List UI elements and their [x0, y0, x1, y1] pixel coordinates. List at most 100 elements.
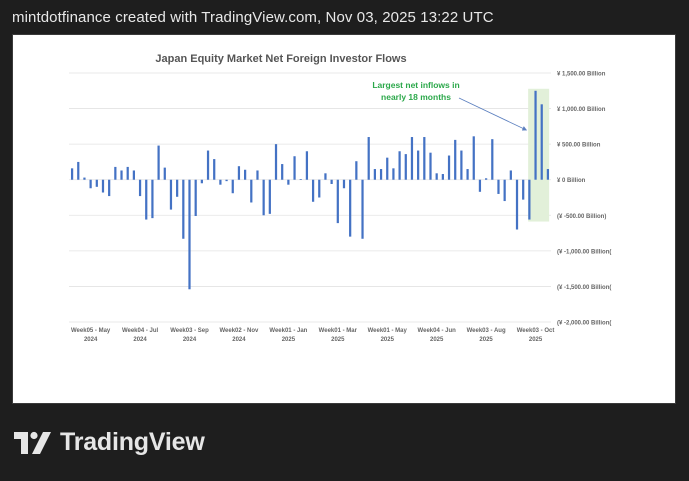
- bar: [509, 170, 512, 180]
- bar: [83, 177, 86, 180]
- x-tick-label: Week05 - May: [71, 328, 111, 334]
- bar: [293, 156, 296, 180]
- bar: [410, 137, 414, 180]
- chart-caption: mintdotfinance created with TradingView.…: [12, 9, 494, 26]
- bar: [299, 179, 302, 180]
- y-tick-label: ¥ 1,000.00 Billion: [557, 107, 606, 113]
- bar: [219, 179, 222, 185]
- bar: [281, 164, 284, 180]
- x-tick-year: 2025: [479, 337, 493, 343]
- annotation-text: nearly 18 months: [381, 92, 451, 102]
- x-tick-year: 2024: [133, 337, 147, 343]
- bar: [95, 179, 98, 187]
- bar: [287, 179, 290, 185]
- bar: [491, 139, 494, 180]
- y-tick-label: (¥ -1,000.00 Billion(: [557, 249, 611, 255]
- bar: [379, 169, 383, 180]
- bar: [478, 179, 482, 192]
- x-tick-year: 2025: [381, 337, 395, 343]
- x-tick-year: 2025: [331, 337, 345, 343]
- bar: [324, 173, 327, 180]
- x-tick-year: 2024: [183, 337, 197, 343]
- bar: [157, 145, 160, 180]
- bar: [188, 179, 191, 290]
- bar: [262, 179, 265, 216]
- x-tick-label: Week02 - Nov: [219, 328, 259, 334]
- bar: [268, 179, 271, 214]
- x-tick-year: 2025: [430, 337, 444, 343]
- bar: [274, 144, 278, 180]
- bar: [237, 166, 241, 180]
- bar: [330, 179, 333, 184]
- bar: [398, 151, 401, 180]
- bar: [126, 166, 129, 180]
- bar: [472, 136, 475, 180]
- bar: [515, 179, 519, 230]
- annotation-arrow: [458, 97, 528, 131]
- x-tick-year: 2024: [84, 337, 98, 343]
- y-tick-label: (¥ -2,000.00 Billion(: [557, 321, 611, 327]
- bar: [145, 179, 148, 220]
- y-tick-label: (¥ -1,500.00 Billion(: [557, 285, 611, 291]
- bar: [182, 179, 185, 239]
- bar: [138, 179, 142, 197]
- tradingview-brand: TradingView: [14, 428, 205, 457]
- bar: [176, 179, 179, 197]
- x-tick-year: 2025: [529, 337, 543, 343]
- bar: [485, 178, 488, 180]
- x-tick-label: Week03 - Aug: [467, 328, 506, 334]
- bar: [213, 159, 216, 180]
- bar: [373, 169, 376, 180]
- bar: [466, 169, 469, 180]
- bar: [318, 179, 321, 198]
- chart-title: Japan Equity Market Net Foreign Investor…: [155, 53, 406, 65]
- bar: [417, 150, 420, 180]
- y-tick-label: (¥ -500.00 Billion): [557, 214, 606, 220]
- y-tick-label: ¥ 1,500.00 Billion: [557, 72, 606, 78]
- bar: [355, 161, 358, 180]
- bar: [151, 179, 154, 219]
- y-tick-label: ¥ 500.00 Billion: [557, 143, 601, 149]
- chart-frame: Japan Equity Market Net Foreign Investor…: [12, 34, 676, 404]
- bar-chart: Japan Equity Market Net Foreign Investor…: [69, 53, 611, 343]
- x-tick-year: 2024: [232, 337, 246, 343]
- bar: [108, 179, 111, 197]
- bar: [342, 179, 346, 189]
- bar: [429, 152, 432, 180]
- bar: [441, 174, 444, 180]
- bar: [386, 157, 389, 180]
- bar: [522, 179, 525, 200]
- bar: [404, 154, 407, 180]
- bar: [206, 150, 210, 180]
- highlight-band: [528, 88, 550, 222]
- x-tick-label: Week04 - Jul: [122, 328, 159, 334]
- x-tick-year: 2025: [282, 337, 296, 343]
- bar: [101, 179, 105, 193]
- bar: [435, 173, 438, 180]
- tradingview-logo-icon: [14, 431, 51, 454]
- bar: [460, 150, 463, 180]
- bar: [546, 169, 550, 180]
- bar: [367, 137, 370, 180]
- bar: [311, 179, 315, 202]
- bar: [231, 179, 234, 194]
- bar: [392, 168, 395, 180]
- x-tick-label: Week04 - Jun: [418, 328, 457, 334]
- bar: [89, 179, 92, 189]
- bar: [454, 139, 457, 180]
- x-tick-label: Week01 - May: [368, 328, 408, 334]
- bar: [497, 179, 500, 194]
- bar: [336, 179, 339, 224]
- bar: [132, 170, 135, 180]
- bar: [194, 179, 197, 216]
- x-tick-label: Week01 - Jan: [269, 328, 307, 334]
- x-tick-label: Week03 - Oct: [517, 328, 555, 334]
- bar: [503, 179, 506, 202]
- x-tick-label: Week01 - Mar: [319, 328, 358, 334]
- bar: [305, 151, 309, 180]
- bar: [528, 179, 531, 220]
- bar: [225, 179, 228, 182]
- bar: [163, 167, 166, 180]
- brand-name: TradingView: [60, 428, 205, 456]
- bar: [447, 155, 451, 180]
